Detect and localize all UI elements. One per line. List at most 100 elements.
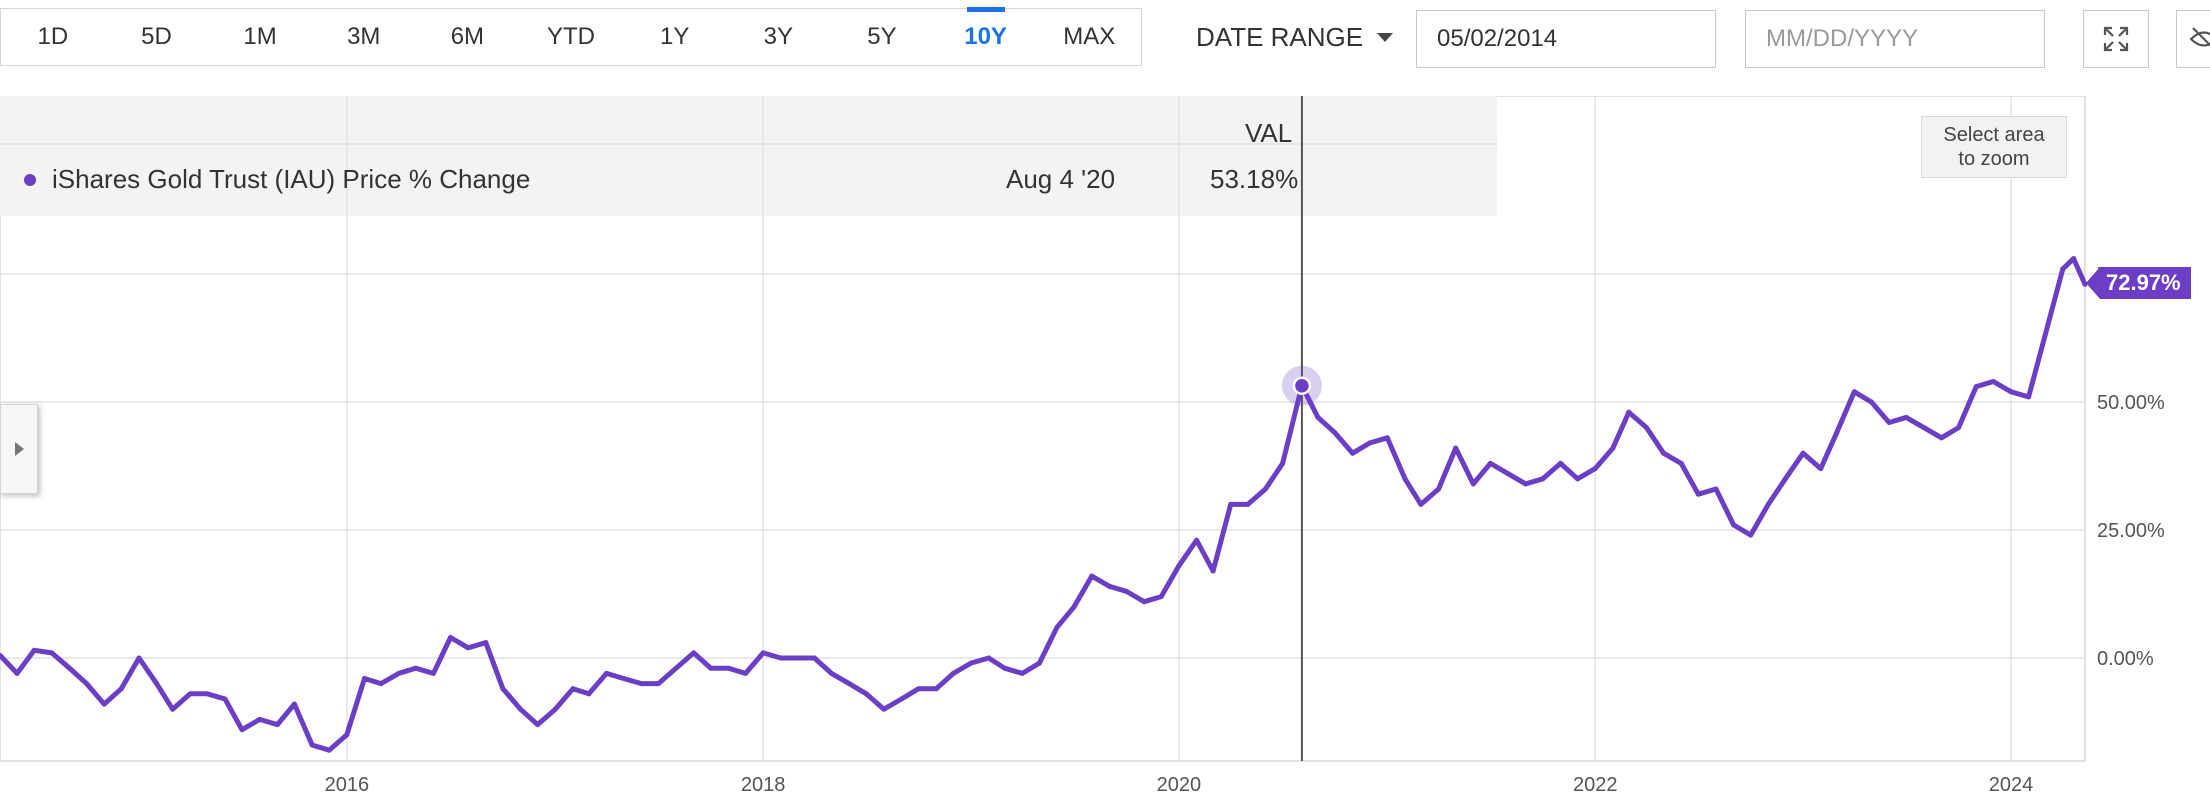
data-point xyxy=(257,716,263,722)
x-tick-label: 2024 xyxy=(1989,774,2034,796)
data-point xyxy=(1678,460,1684,466)
data-point xyxy=(309,742,315,748)
plot-frame xyxy=(0,96,2086,762)
data-point xyxy=(933,686,939,692)
data-point xyxy=(638,681,644,687)
y-tick-label: 25.00% xyxy=(2097,520,2165,542)
range-button-ytd[interactable]: YTD xyxy=(547,23,596,50)
data-point xyxy=(760,650,766,656)
data-point xyxy=(1436,486,1442,492)
data-point xyxy=(1834,430,1840,436)
range-button-6m[interactable]: 6M xyxy=(450,23,485,50)
data-point xyxy=(1575,476,1581,482)
range-button-1y[interactable]: 1Y xyxy=(659,23,690,50)
end-date-input[interactable] xyxy=(1745,10,2045,68)
data-point xyxy=(1002,665,1008,671)
data-point xyxy=(1592,466,1598,472)
range-button-5d[interactable]: 5D xyxy=(141,23,172,50)
date-range-dropdown[interactable]: DATE RANGE xyxy=(1196,22,1394,53)
data-point xyxy=(2026,394,2032,400)
data-point xyxy=(1453,445,1459,451)
data-point xyxy=(1210,568,1216,574)
data-point xyxy=(1956,425,1962,431)
data-point xyxy=(1141,599,1147,605)
data-point xyxy=(846,681,852,687)
data-point xyxy=(326,747,332,753)
side-panel-toggle[interactable] xyxy=(0,404,38,494)
data-point xyxy=(1315,414,1321,420)
range-button-5y[interactable]: 5Y xyxy=(867,23,897,50)
legend-col-header: VAL xyxy=(1245,118,1293,148)
data-point xyxy=(950,670,956,676)
chevron-right-icon xyxy=(14,442,24,456)
range-selector: 1D 5D 1M 3M 6M YTD 1Y 3Y 5Y 10Y MAX xyxy=(0,7,1142,66)
data-point xyxy=(1036,660,1042,666)
data-point xyxy=(1540,476,1546,482)
data-point xyxy=(483,640,489,646)
data-point xyxy=(811,655,817,661)
hover-marker xyxy=(1292,376,1312,395)
range-button-3m[interactable]: 3M xyxy=(347,23,381,50)
data-point xyxy=(1019,670,1025,676)
range-button-1d[interactable]: 1D xyxy=(37,23,69,50)
data-point xyxy=(2060,266,2066,272)
data-point xyxy=(1245,501,1251,507)
data-point xyxy=(1106,583,1112,589)
data-point xyxy=(2008,389,2014,395)
data-point xyxy=(1054,624,1060,630)
data-point xyxy=(1661,450,1667,456)
data-point xyxy=(1124,588,1130,594)
data-point xyxy=(1280,460,1286,466)
data-point xyxy=(570,686,576,692)
data-point xyxy=(14,670,20,676)
data-point xyxy=(1886,419,1892,425)
series-dot-icon xyxy=(24,173,36,186)
range-button-1m[interactable]: 1M xyxy=(243,23,277,50)
data-point xyxy=(465,645,471,651)
data-point xyxy=(2042,332,2048,338)
data-point xyxy=(691,650,697,656)
hide-chart-button[interactable] xyxy=(2176,10,2210,68)
fullscreen-button[interactable] xyxy=(2083,10,2149,68)
series-line-iau[interactable] xyxy=(0,256,2088,753)
start-date-input[interactable] xyxy=(1416,10,1716,68)
data-point xyxy=(518,706,524,712)
data-point xyxy=(1262,486,1268,492)
data-point xyxy=(204,691,210,697)
legend-hover-value: 53.18% xyxy=(1210,164,1299,194)
x-tick-label: 2018 xyxy=(741,774,786,796)
data-point xyxy=(274,722,280,728)
data-point xyxy=(2071,256,2077,262)
data-point xyxy=(0,652,3,658)
data-point xyxy=(378,681,384,687)
data-point xyxy=(1523,481,1529,487)
data-point xyxy=(1350,450,1356,456)
data-point xyxy=(586,691,592,697)
zoom-hint: Select area to zoom xyxy=(1921,116,2067,178)
data-point xyxy=(828,670,834,676)
data-point xyxy=(101,701,107,707)
legend-background xyxy=(0,96,1497,216)
data-point xyxy=(899,696,905,702)
legend-series-row[interactable]: iShares Gold Trust (IAU) Price % Change xyxy=(24,164,530,195)
data-point xyxy=(1851,389,1857,395)
data-point xyxy=(187,691,193,697)
range-button-max[interactable]: MAX xyxy=(1063,23,1116,50)
data-point xyxy=(863,691,869,697)
data-point xyxy=(604,670,610,676)
price-change-chart[interactable]: 201620182020202220240.00%25.00%50.00%75.… xyxy=(0,96,2210,810)
eye-off-icon xyxy=(2189,27,2210,47)
data-point xyxy=(621,675,627,681)
range-button-10y[interactable]: 10Y xyxy=(934,7,1038,65)
data-point xyxy=(794,655,800,661)
data-point xyxy=(222,696,228,702)
range-button-3y[interactable]: 3Y xyxy=(763,23,793,50)
data-point xyxy=(708,665,714,671)
data-point xyxy=(136,655,142,661)
last-value-badge: 72.97% xyxy=(2086,267,2191,299)
data-point xyxy=(1418,501,1424,507)
data-point xyxy=(968,660,974,666)
legend-table: VAL iShares Gold Trust (IAU) Price % Cha… xyxy=(0,96,1497,216)
data-point xyxy=(986,655,992,661)
data-point xyxy=(1765,501,1771,507)
